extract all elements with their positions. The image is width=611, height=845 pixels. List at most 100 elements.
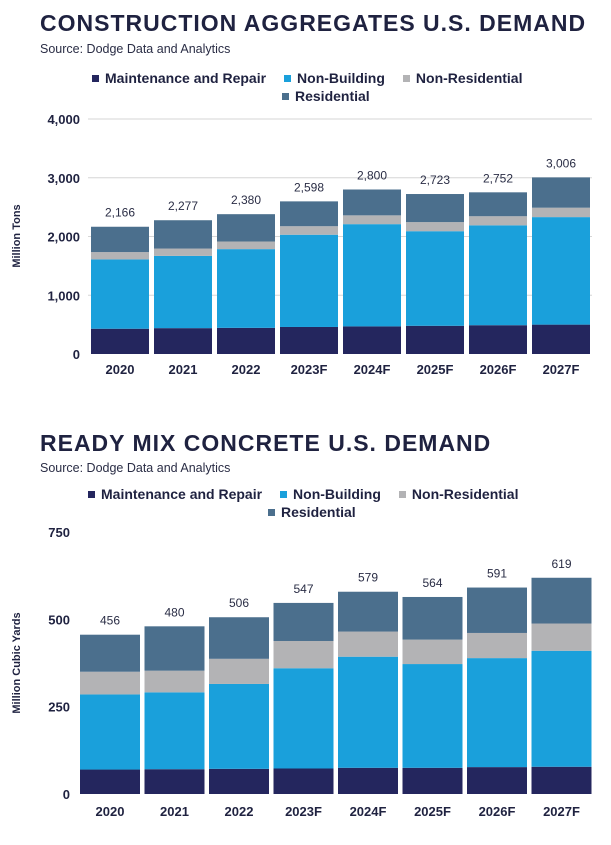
bar-segment (154, 255, 212, 329)
y-tick-label: 2,000 (47, 230, 80, 245)
total-label: 2,277 (168, 199, 198, 213)
bar-segment (209, 768, 269, 794)
category-label: 2025F (414, 804, 451, 819)
legend-label: Residential (281, 504, 356, 520)
bar-segment (80, 769, 140, 794)
bar-segment (338, 631, 398, 657)
legend-item-nonresidential: Non-Residential (398, 486, 519, 502)
category-label: 2026F (479, 804, 516, 819)
bar-segment (402, 639, 463, 665)
legend-item-maintenance: Maintenance and Repair (92, 70, 266, 86)
y-tick-label: 0 (73, 347, 80, 362)
legend-swatch (284, 74, 292, 82)
bar-segment (532, 324, 590, 354)
bar-segment (144, 670, 205, 693)
y-tick-label: 4,000 (47, 112, 80, 127)
bar-segment (402, 596, 463, 640)
total-label: 547 (293, 582, 313, 596)
category-label: 2022 (232, 362, 261, 377)
legend-item-residential: Residential (282, 88, 370, 104)
legend-swatch (92, 74, 99, 82)
total-label: 2,166 (105, 206, 135, 220)
bar-segment (209, 617, 269, 659)
bar-segment (273, 640, 334, 669)
bar-segment (91, 259, 149, 329)
legend-item-nonbuilding: Non-Building (280, 486, 381, 502)
bar-segment (531, 623, 592, 651)
bar-segment (154, 220, 212, 249)
chart-title: CONSTRUCTION AGGREGATES U.S. DEMAND (40, 10, 587, 36)
total-label: 480 (164, 605, 184, 619)
y-tick-label: 500 (48, 612, 70, 627)
legend-label: Maintenance and Repair (105, 70, 267, 86)
total-label: 2,800 (357, 169, 387, 183)
legend-label: Non-Building (297, 70, 385, 86)
category-label: 2025F (417, 362, 454, 377)
bar-segment (469, 216, 527, 226)
total-label: 2,598 (294, 180, 324, 194)
chart-title: READY MIX CONCRETE U.S. DEMAND (40, 430, 492, 456)
bar-segment (280, 326, 338, 354)
legend-label: Non-Residential (415, 70, 523, 86)
bar-segment (154, 328, 212, 354)
chart-legend: Maintenance and Repair Non-Building Non-… (92, 70, 582, 104)
category-label: 2027F (543, 362, 580, 377)
category-label: 2026F (480, 362, 517, 377)
legend-label: Residential (295, 88, 370, 104)
bar-segment (406, 231, 464, 326)
category-label: 2021 (169, 362, 198, 377)
y-axis-title: Million Tons (11, 204, 23, 267)
total-label: 579 (358, 571, 378, 585)
bar-segment (469, 325, 527, 354)
bar-segment (80, 671, 140, 695)
bar-segment (343, 224, 401, 327)
bar-segment (280, 226, 338, 235)
category-label: 2027F (543, 804, 580, 819)
chart-legend: Maintenance and Repair Non-Building Non-… (88, 486, 588, 520)
bar-segment (144, 769, 205, 794)
bar-segment (469, 192, 527, 217)
bar-segment (280, 234, 338, 327)
bar-segment (144, 626, 205, 671)
category-label: 2023F (285, 804, 322, 819)
total-label: 3,006 (546, 156, 576, 170)
bar-segment (217, 249, 275, 328)
legend-swatch (268, 508, 275, 516)
bar-segment (273, 668, 334, 769)
legend-swatch (402, 74, 410, 82)
legend-label: Non-Building (293, 486, 381, 502)
bar-segment (338, 591, 398, 632)
legend-swatch (88, 490, 95, 498)
y-tick-label: 3,000 (47, 171, 80, 186)
bar-segment (467, 767, 527, 794)
bar-segment (467, 658, 527, 768)
bar-segment (280, 201, 338, 227)
bar-segment (217, 241, 275, 250)
bar-segment (338, 767, 398, 794)
legend-label: Maintenance and Repair (101, 486, 263, 502)
category-label: 2024F (354, 362, 391, 377)
bar-segment (343, 215, 401, 225)
bar-segment (217, 214, 275, 242)
aggregates-chart-panel: CONSTRUCTION AGGREGATES U.S. DEMAND Sour… (0, 0, 611, 420)
bar-segment (273, 602, 334, 641)
total-label: 506 (229, 596, 249, 610)
total-label: 619 (551, 557, 571, 571)
bar-segment (338, 656, 398, 768)
y-tick-label: 750 (48, 525, 70, 540)
legend-label: Non-Residential (411, 486, 519, 502)
bar-segment (406, 194, 464, 223)
y-tick-label: 250 (48, 700, 70, 715)
bar-segment (467, 632, 527, 659)
concrete-chart-svg: 0 250 500 750 Million Cubic Yards 456 2020 480 2… (11, 525, 592, 819)
legend-item-nonresidential: Non-Residential (402, 70, 523, 86)
bar-segment (144, 692, 205, 770)
bar-segment (80, 634, 140, 672)
total-label: 456 (100, 614, 120, 628)
total-label: 591 (487, 567, 507, 581)
y-axis-title: Million Cubic Yards (11, 612, 23, 713)
category-label: 2022 (225, 804, 254, 819)
y-tick-label: 1,000 (47, 288, 80, 303)
bar-segment (91, 252, 149, 260)
total-label: 2,380 (231, 193, 261, 207)
